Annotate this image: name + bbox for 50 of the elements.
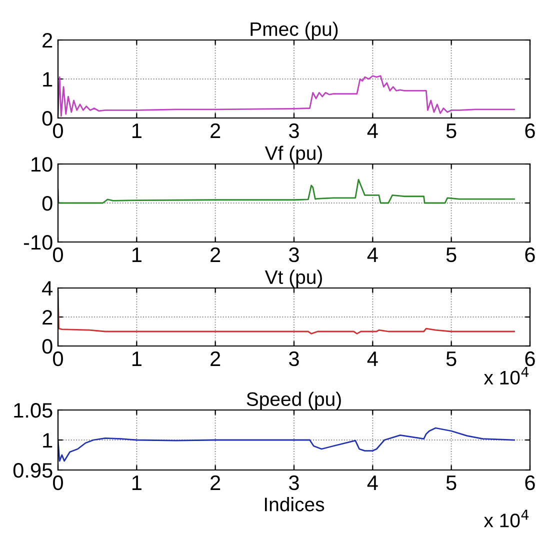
y-tick-label: 2 xyxy=(42,33,52,48)
x-tick-label: 6 xyxy=(525,351,535,366)
x-tick-label: 2 xyxy=(210,351,220,366)
x-tick-label: 6 xyxy=(525,247,535,262)
x-tick-label: 6 xyxy=(525,475,535,490)
x-tick-label: 0 xyxy=(53,351,63,366)
chart-title: Speed (pu) xyxy=(246,392,341,410)
x-axis-title: Indices xyxy=(264,497,324,512)
x-tick-label: 3 xyxy=(289,351,299,366)
line-series xyxy=(58,178,515,204)
chart-title: Vf (pu) xyxy=(264,146,322,164)
y-tick-label: 4 xyxy=(42,281,53,296)
y-tick-label: 0.95 xyxy=(13,463,52,478)
x-tick-label: 0 xyxy=(53,475,63,490)
text: x 10$^{4}$ xyxy=(484,366,529,385)
x-tick-label: 1 xyxy=(132,352,142,366)
line-series xyxy=(58,75,515,117)
text: x 10$^{4}$ xyxy=(484,510,529,528)
y-tick-label: -10 xyxy=(24,235,52,250)
y-tick-label: 10 xyxy=(32,157,52,172)
y-tick-label: 2 xyxy=(42,310,52,325)
x-tick-label: 0 xyxy=(53,247,63,262)
x-tick-label: 2 xyxy=(210,247,220,262)
chart-title: Vt (pu) xyxy=(264,270,322,288)
x-tick-label: 1 xyxy=(132,248,142,262)
y-tick-label: 0 xyxy=(42,196,52,211)
y-tick-label: 1 xyxy=(43,72,52,87)
x-tick-label: 3 xyxy=(289,475,299,490)
x-tick-label: 1 xyxy=(132,124,142,138)
x-tick-label: 0 xyxy=(53,123,63,138)
x-tick-label: 4 xyxy=(367,248,378,262)
x-tick-label: 3 xyxy=(289,247,299,262)
x-tick-label: 4 xyxy=(367,352,378,366)
line-series xyxy=(58,427,515,462)
chart-title: Pmec (pu) xyxy=(250,22,338,40)
x-tick-label: 4 xyxy=(367,124,378,138)
x-tick-label: 5 xyxy=(446,352,456,366)
x-tick-label: 6 xyxy=(525,123,535,138)
x-tick-label: 1 xyxy=(132,476,142,490)
x-tick-label: 2 xyxy=(210,475,220,490)
y-tick-label: 1.05 xyxy=(14,403,52,418)
x-tick-label: 2 xyxy=(210,123,220,138)
x-tick-label: 5 xyxy=(446,248,456,262)
x-tick-label: 4 xyxy=(367,476,378,490)
y-tick-label: 0 xyxy=(42,339,52,354)
x-tick-label: 3 xyxy=(289,123,299,138)
x-tick-label: 5 xyxy=(446,124,456,138)
y-tick-label: 0 xyxy=(42,111,52,126)
x-tick-label: 5 xyxy=(446,476,456,490)
y-tick-label: 1 xyxy=(43,433,52,448)
